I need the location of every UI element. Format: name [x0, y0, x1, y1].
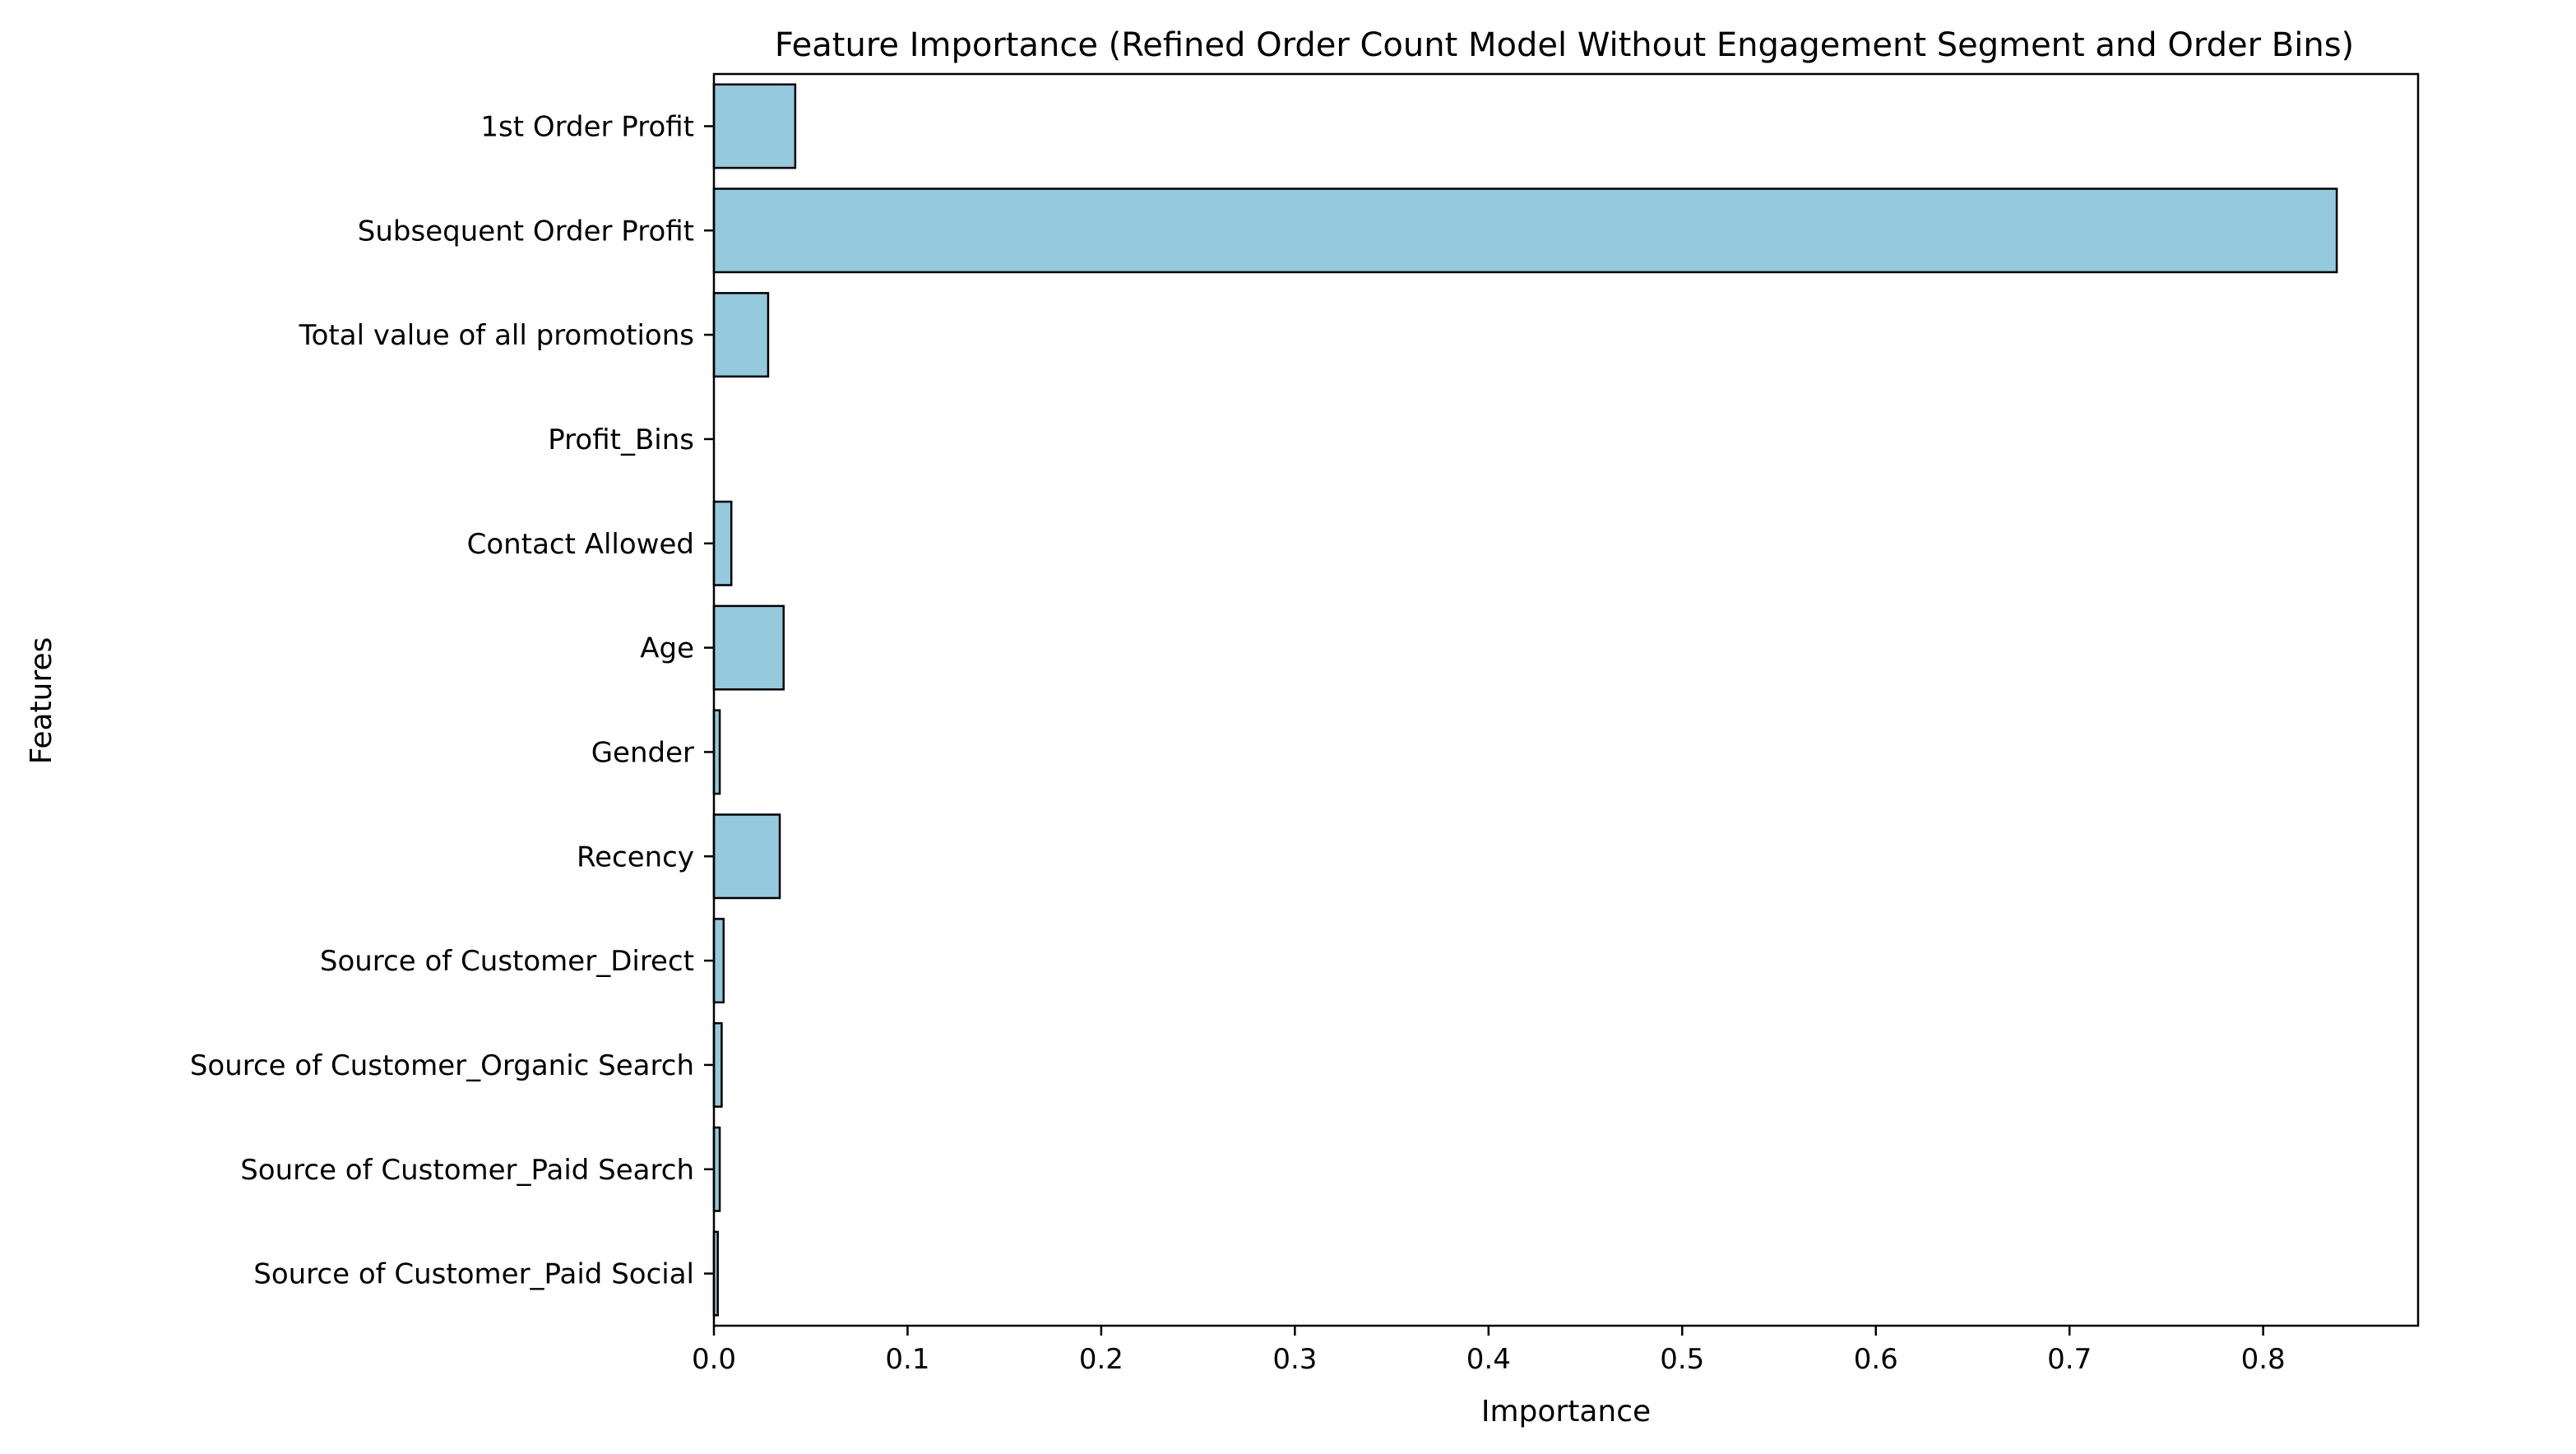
- y-tick-label: Profit_Bins: [548, 424, 694, 456]
- y-tick-label: Source of Customer_Direct: [320, 945, 694, 978]
- x-tick-label: 0.4: [1466, 1343, 1511, 1376]
- y-tick-label: Gender: [591, 736, 694, 769]
- bar: [712, 604, 785, 691]
- y-tick-label: Total value of all promotions: [299, 319, 694, 352]
- x-tick-label: 0.5: [1660, 1343, 1704, 1376]
- chart-title: Feature Importance (Refined Order Count …: [775, 26, 2354, 64]
- x-ticks-group: 0.0 0.1 0.2 0.3 0.4 0.5 0.6 0.7 0.8: [692, 1326, 2286, 1376]
- y-tick-label: Age: [640, 632, 694, 665]
- bar: [712, 292, 770, 378]
- x-tick-label: 0.0: [692, 1343, 736, 1376]
- plot-frame: [712, 72, 2420, 1327]
- y-tick-label: Source of Customer_Paid Social: [253, 1258, 694, 1291]
- bar: [712, 918, 725, 1004]
- y-tick-label: Contact Allowed: [467, 528, 694, 561]
- bar: [712, 500, 733, 586]
- bar: [712, 1021, 723, 1108]
- y-tick-label: Subsequent Order Profit: [358, 215, 694, 248]
- bar: [712, 813, 781, 900]
- y-ticks-group: 1st Order Profit Subsequent Order Profit T…: [190, 110, 714, 1291]
- y-axis-label: Features: [25, 637, 58, 765]
- y-tick-label: Source of Customer_Organic Search: [190, 1049, 694, 1082]
- y-tick-label: 1st Order Profit: [480, 110, 694, 143]
- x-tick-label: 0.1: [885, 1343, 929, 1376]
- y-tick-label: Recency: [577, 840, 694, 873]
- x-axis-label: Importance: [1481, 1395, 1651, 1429]
- y-tick-label: Source of Customer_Paid Search: [240, 1154, 694, 1187]
- x-tick-label: 0.3: [1272, 1343, 1317, 1376]
- bar: [712, 188, 2338, 274]
- x-tick-label: 0.6: [1854, 1343, 1898, 1376]
- x-tick-label: 0.7: [2047, 1343, 2092, 1376]
- bars-group: [712, 83, 2338, 1317]
- bar: [712, 83, 797, 169]
- x-tick-label: 0.2: [1079, 1343, 1124, 1376]
- x-tick-label: 0.8: [2241, 1343, 2286, 1376]
